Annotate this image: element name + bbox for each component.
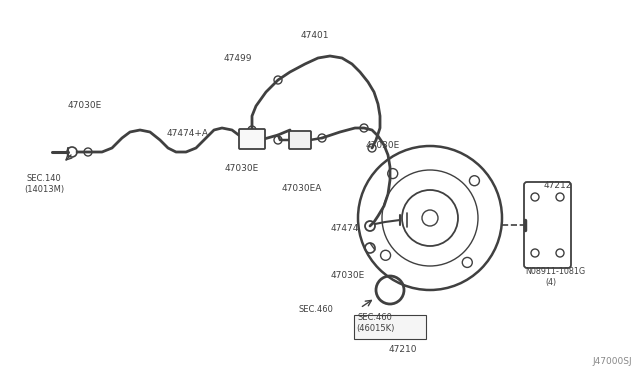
- Text: 47030E: 47030E: [366, 141, 400, 150]
- Text: 47030E: 47030E: [68, 100, 102, 109]
- Text: 47210: 47210: [388, 346, 417, 355]
- Text: SEC.460: SEC.460: [299, 305, 333, 314]
- Text: N08911-1081G: N08911-1081G: [525, 267, 585, 276]
- FancyBboxPatch shape: [239, 129, 265, 149]
- Text: 47499: 47499: [224, 54, 252, 62]
- Text: 47474: 47474: [331, 224, 359, 232]
- Text: 47401: 47401: [301, 31, 329, 39]
- Text: 47030EA: 47030EA: [282, 183, 322, 192]
- Text: (46015K): (46015K): [356, 324, 394, 333]
- Text: (4): (4): [545, 278, 557, 286]
- Text: (14013M): (14013M): [24, 185, 64, 193]
- Text: 47212: 47212: [544, 180, 572, 189]
- Text: SEC.140: SEC.140: [27, 173, 61, 183]
- Text: J47000SJ: J47000SJ: [592, 356, 632, 366]
- FancyBboxPatch shape: [354, 315, 426, 339]
- Text: SEC.460: SEC.460: [358, 314, 392, 323]
- Text: 47030E: 47030E: [225, 164, 259, 173]
- FancyBboxPatch shape: [289, 131, 311, 149]
- Text: 47030E: 47030E: [331, 270, 365, 279]
- Text: 47474+A: 47474+A: [167, 128, 209, 138]
- Circle shape: [422, 210, 438, 226]
